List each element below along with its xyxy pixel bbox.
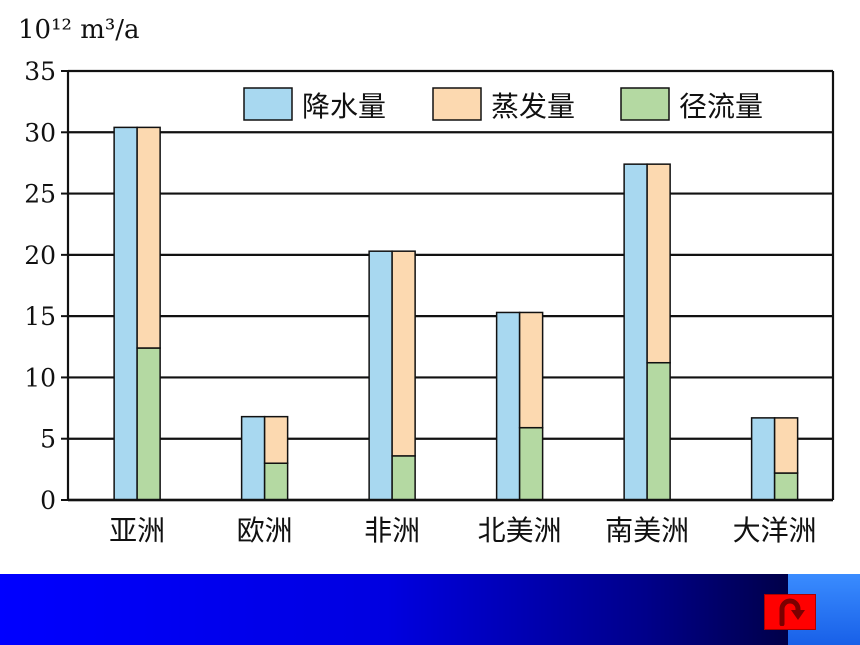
chart: 10¹² m³/a 0 5 10 15 20 25 30 35 亚洲 欧洲 非洲 北美洲 南美洲 大洋洲…: [18, 15, 835, 547]
footer-bar: [0, 574, 860, 645]
y-tick-label: 5: [40, 425, 56, 454]
legend-swatch: [243, 87, 293, 121]
x-axis-category-labels: 亚洲 欧洲 非洲 北美洲 南美洲 大洋洲: [109, 514, 817, 547]
bar-runoff: [646, 361, 671, 501]
legend-label: 径流量: [679, 90, 763, 123]
x-category-label: 北美洲: [478, 514, 562, 547]
y-tick-label: 25: [24, 180, 56, 209]
u-turn-arrow-icon: [779, 598, 805, 626]
y-tick-label: 0: [40, 486, 56, 515]
bar-runoff: [773, 472, 799, 501]
bar-precipitation: [113, 126, 138, 501]
x-category-label: 大洋洲: [733, 514, 817, 547]
back-button[interactable]: [764, 594, 816, 630]
x-category-label: 南美洲: [605, 514, 689, 547]
y-axis-unit-label: 10¹² m³/a: [18, 15, 140, 45]
legend-swatch: [620, 87, 670, 121]
x-category-label: 欧洲: [237, 514, 293, 547]
plot-frame: [66, 71, 835, 502]
bar-evaporation: [263, 415, 289, 464]
bar-evaporation: [518, 311, 544, 429]
bar-runoff: [263, 462, 289, 501]
bar-evaporation: [646, 163, 671, 364]
legend: 降水量 蒸发量 径流量: [243, 87, 763, 123]
bar-precipitation: [623, 163, 648, 501]
grid-lines: [68, 69, 833, 502]
y-axis-ticks: 0 5 10 15 20 25 30 35: [24, 57, 68, 515]
bar-precipitation: [368, 250, 393, 501]
legend-label: 蒸发量: [491, 90, 575, 123]
bar-runoff: [518, 426, 544, 501]
bar-precipitation: [750, 417, 776, 501]
bar-evaporation: [391, 250, 416, 457]
x-category-label: 亚洲: [109, 514, 165, 547]
legend-label: 降水量: [302, 90, 386, 123]
y-tick-label: 10: [24, 363, 56, 392]
bar-precipitation: [240, 415, 266, 501]
bar-evaporation: [136, 126, 161, 349]
bar-runoff: [391, 455, 416, 501]
y-tick-label: 30: [24, 118, 56, 147]
legend-swatch: [432, 87, 482, 121]
bars: [113, 126, 799, 501]
x-category-label: 非洲: [364, 514, 420, 547]
bar-runoff: [136, 347, 161, 501]
y-tick-label: 20: [24, 241, 56, 270]
y-tick-label: 15: [24, 302, 56, 331]
bar-evaporation: [773, 417, 799, 474]
bar-precipitation: [495, 311, 521, 501]
y-tick-label: 35: [24, 57, 56, 86]
